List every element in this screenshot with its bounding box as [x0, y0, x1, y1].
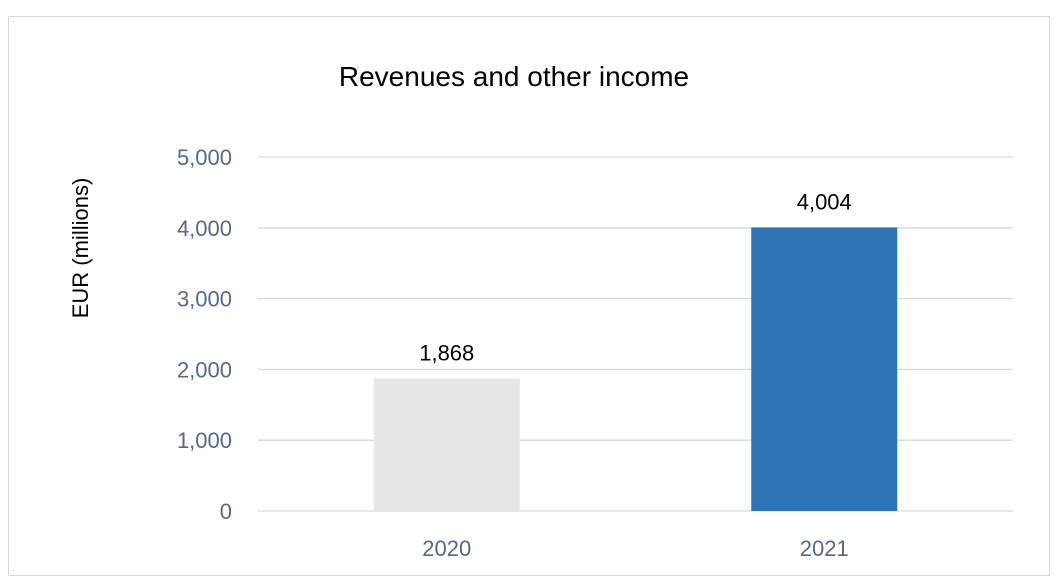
y-axis-label: EUR (millions) [68, 178, 93, 319]
y-tick-label: 0 [220, 499, 232, 524]
y-axis-ticks: 0 1,000 2,000 3,000 4,000 5,000 [177, 145, 232, 524]
gridlines [258, 156, 1013, 512]
x-tick-label-2021: 2021 [800, 536, 849, 561]
bar-2021 [751, 227, 898, 512]
data-label-2021: 4,004 [797, 190, 852, 215]
bar-2020 [373, 378, 520, 511]
y-tick-label: 3,000 [177, 287, 232, 312]
x-axis-ticks: 2020 2021 [422, 536, 848, 561]
data-labels: 1,868 4,004 [419, 190, 852, 366]
data-label-2020: 1,868 [419, 341, 474, 366]
y-tick-label: 2,000 [177, 357, 232, 382]
y-tick-label: 1,000 [177, 428, 232, 453]
y-tick-label: 5,000 [177, 145, 232, 170]
y-tick-label: 4,000 [177, 216, 232, 241]
chart-title: Revenues and other income [339, 61, 689, 92]
x-tick-label-2020: 2020 [422, 536, 471, 561]
bars [373, 227, 898, 512]
